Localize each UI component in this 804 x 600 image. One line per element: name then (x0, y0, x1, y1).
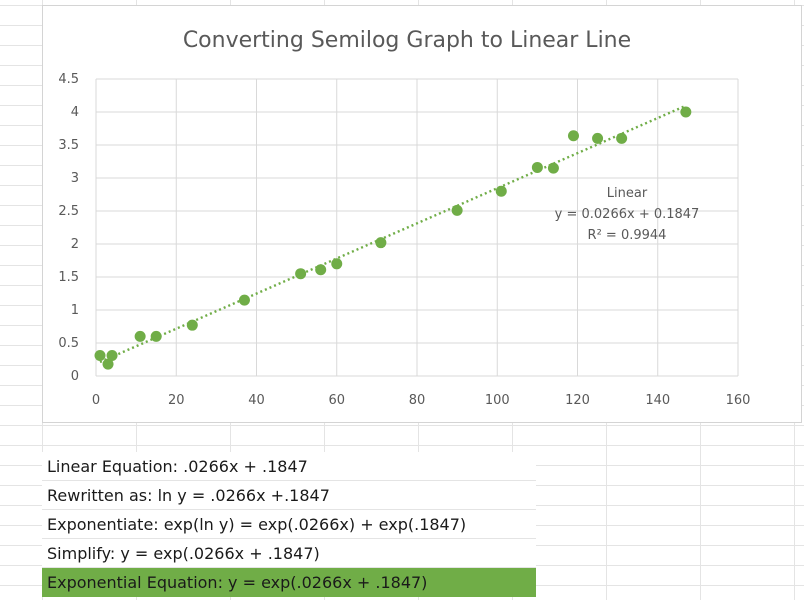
data-point (451, 204, 463, 216)
y-tick-label: 4.5 (58, 72, 79, 87)
x-tick-label: 160 (726, 393, 751, 408)
data-point (495, 185, 507, 197)
trendline (99, 104, 687, 364)
data-point (315, 264, 327, 276)
y-tick-label: 0 (71, 369, 79, 384)
data-point (531, 161, 543, 173)
note-linear-equation[interactable]: Linear Equation: .0266x + .1847 (42, 452, 536, 481)
data-point (238, 294, 250, 306)
x-tick-label: 60 (328, 393, 345, 408)
x-tick-label: 80 (409, 393, 426, 408)
equation-notes: Linear Equation: .0266x + .1847 Rewritte… (42, 452, 536, 597)
data-point (680, 106, 692, 118)
y-tick-label: 1.5 (58, 270, 79, 285)
data-point (102, 358, 114, 370)
x-tick-label: 120 (565, 393, 590, 408)
data-point (547, 162, 559, 174)
data-point (134, 330, 146, 342)
x-tick-label: 40 (248, 393, 265, 408)
note-rewritten[interactable]: Rewritten as: ln y = .0266x +.1847 (42, 481, 536, 510)
chart-title: Converting Semilog Graph to Linear Line (183, 28, 631, 53)
trendline-label-line: y = 0.0266x + 0.1847 (555, 207, 700, 222)
y-tick-label: 3.5 (58, 138, 79, 153)
data-point (106, 350, 118, 362)
semilog-scatter-chart: Converting Semilog Graph to Linear Line … (58, 28, 751, 408)
data-point (375, 237, 387, 249)
x-tick-label: 20 (168, 393, 185, 408)
note-exponentiate[interactable]: Exponentiate: exp(ln y) = exp(.0266x) + … (42, 510, 536, 539)
y-tick-label: 2.5 (58, 204, 79, 219)
note-exponential-equation[interactable]: Exponential Equation: y = exp(.0266x + .… (42, 568, 536, 597)
data-point (295, 268, 307, 280)
y-tick-label: 2 (71, 237, 79, 252)
note-simplify[interactable]: Simplify: y = exp(.0266x + .1847) (42, 539, 536, 568)
x-tick-label: 100 (485, 393, 510, 408)
y-tick-label: 4 (71, 105, 79, 120)
y-tick-label: 3 (71, 171, 79, 186)
chart-area[interactable]: Converting Semilog Graph to Linear Line … (42, 5, 802, 423)
x-tick-label: 140 (645, 393, 670, 408)
y-tick-label: 1 (71, 303, 79, 318)
data-point (567, 130, 579, 142)
x-tick-label: 0 (92, 393, 100, 408)
data-point (616, 132, 628, 144)
y-tick-label: 0.5 (58, 336, 79, 351)
data-point (94, 350, 106, 362)
trendline-label-line: R² = 0.9944 (588, 228, 667, 243)
trendline-label-line: Linear (607, 186, 648, 201)
data-point (592, 132, 604, 144)
data-point (331, 258, 343, 270)
data-point (186, 319, 198, 331)
data-point (150, 330, 162, 342)
